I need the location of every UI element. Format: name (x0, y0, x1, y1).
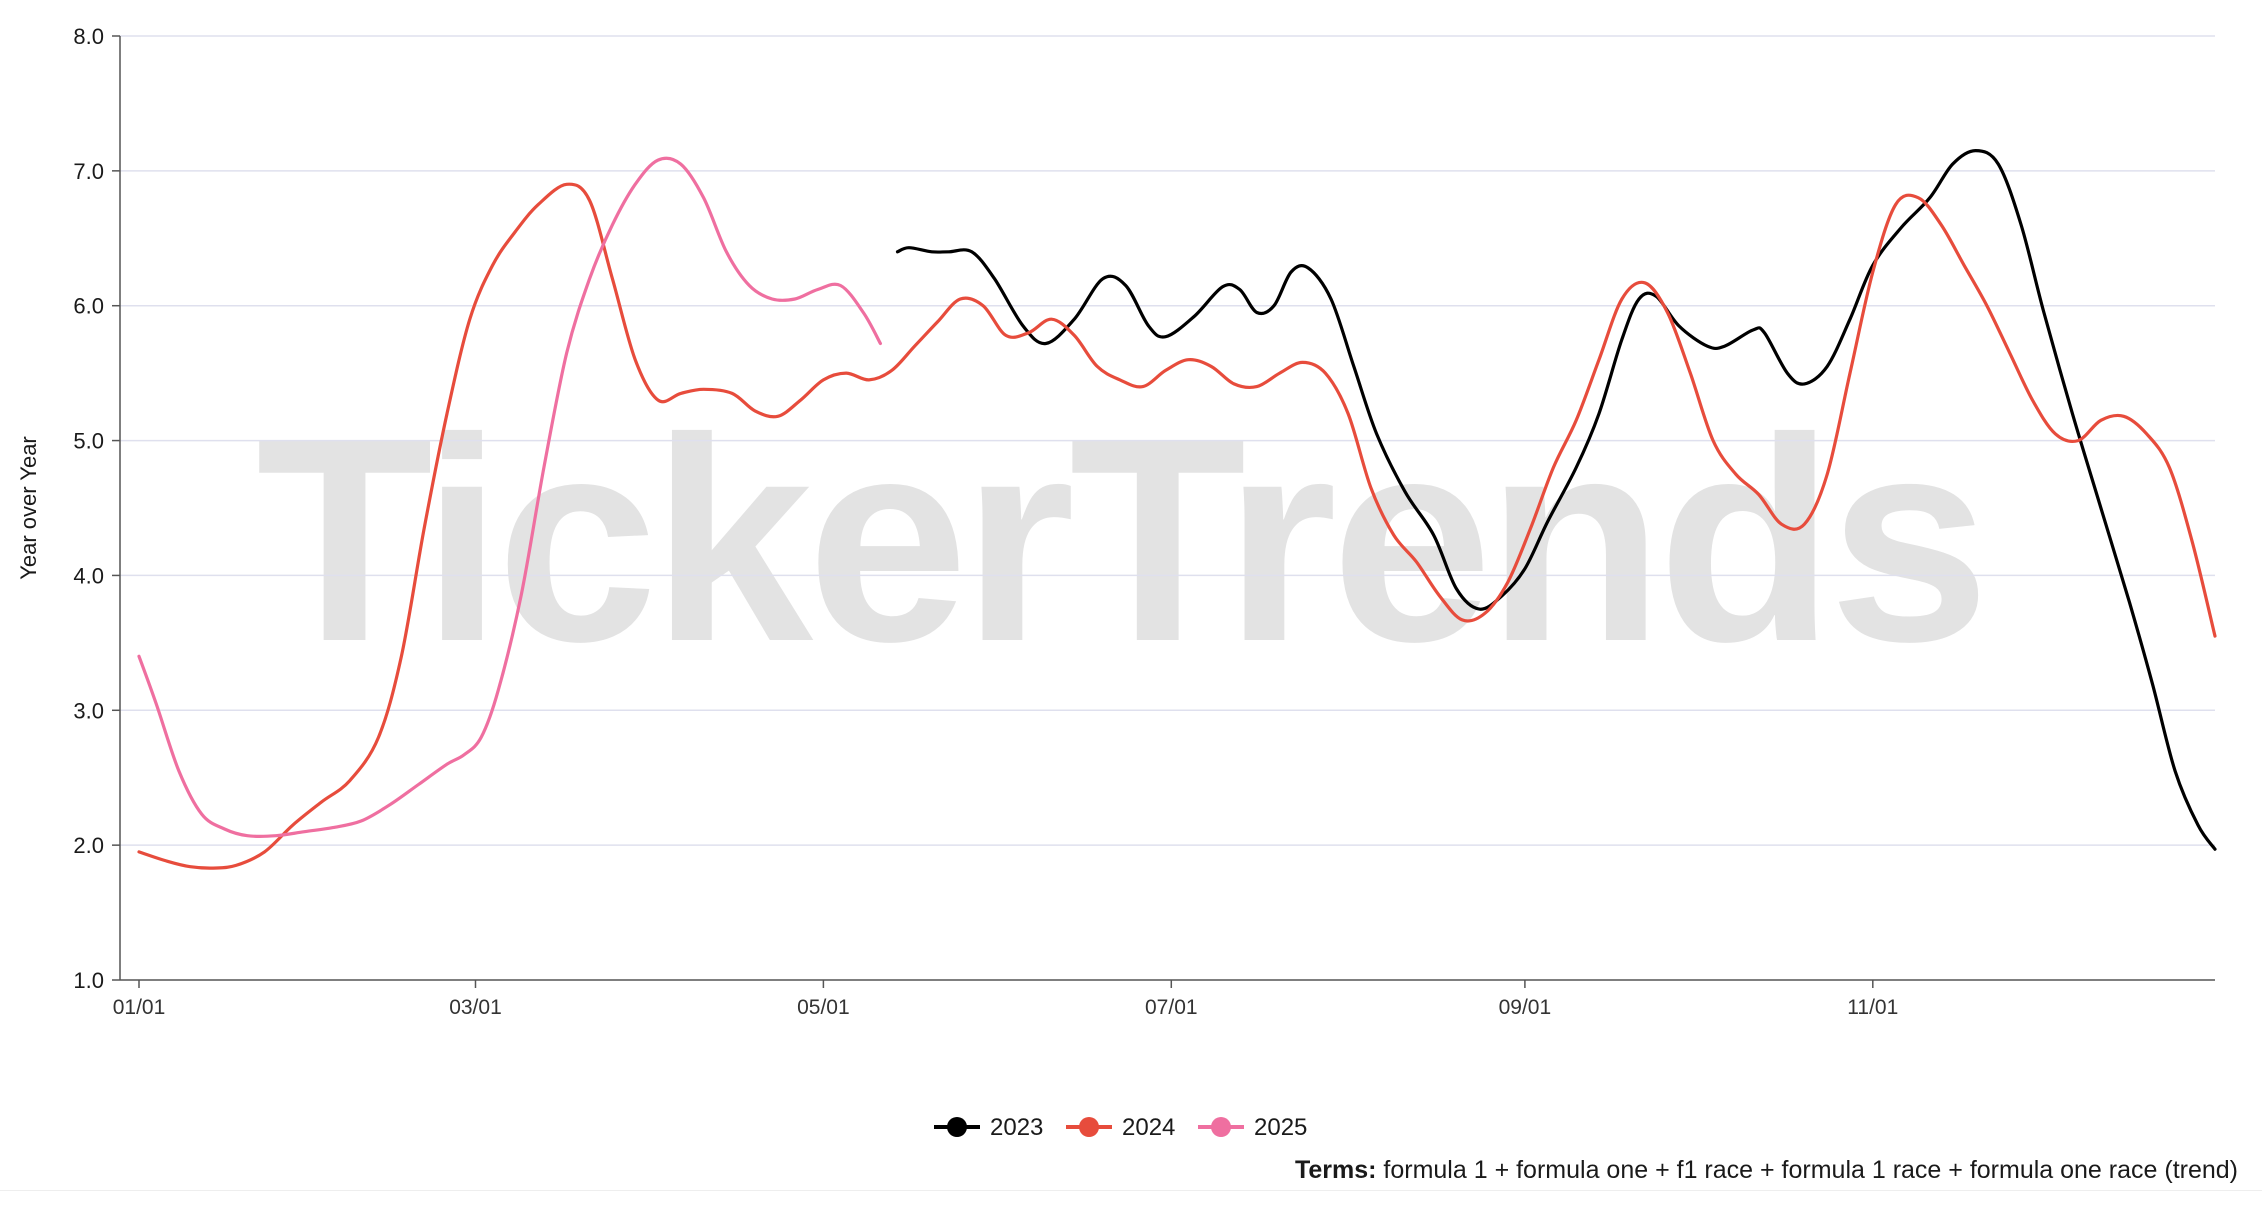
x-tick-label: 11/01 (1847, 996, 1898, 1019)
terms-text: formula 1 + formula one + f1 race + form… (1383, 1156, 2238, 1184)
y-tick-label: 1.0 (73, 968, 104, 993)
legend-label: 2023 (990, 1114, 1043, 1141)
legend-label: 2025 (1254, 1114, 1307, 1141)
series-line-2025 (137, 156, 882, 838)
x-tick-label: 05/01 (797, 996, 850, 1019)
legend-marker (947, 1117, 967, 1137)
y-axis-title: Year over Year (16, 436, 41, 580)
legend-item-2023[interactable]: 2023 (934, 1114, 1043, 1141)
footer-divider (0, 1190, 2262, 1191)
x-tick-label: 07/01 (1145, 996, 1198, 1019)
y-tick-label: 5.0 (73, 429, 104, 454)
y-tick-label: 8.0 (73, 24, 104, 49)
legend-marker (1079, 1117, 1099, 1137)
x-tick-label: 03/01 (449, 996, 502, 1019)
series-line-2024 (137, 182, 2217, 870)
watermark: TickerTrends (256, 378, 1984, 702)
y-tick-label: 7.0 (73, 159, 104, 184)
legend-item-2024[interactable]: 2024 (1066, 1114, 1175, 1141)
y-ticks: 1.0 2.0 3.0 4.0 5.0 6.0 7.0 8.0 (73, 24, 120, 993)
y-tick-label: 2.0 (73, 833, 104, 858)
series-lines (137, 149, 2217, 870)
x-tick-label: 01/01 (113, 996, 166, 1019)
x-tick-label: 09/01 (1499, 996, 1552, 1019)
gridlines (120, 35, 2215, 846)
y-tick-label: 4.0 (73, 563, 104, 588)
legend-item-2025[interactable]: 2025 (1198, 1114, 1307, 1141)
terms-label: Terms: (1294, 1156, 1377, 1184)
y-tick-label: 6.0 (73, 294, 104, 319)
legend-label: 2024 (1122, 1114, 1175, 1141)
x-ticks: 01/01 03/01 05/01 07/01 09/01 11/01 (113, 980, 1898, 1019)
terms-caption: Terms: formula 1 + formula one + f1 race… (1295, 1156, 2238, 1185)
series-line-2023 (895, 149, 2217, 851)
legend-marker (1211, 1117, 1231, 1137)
y-tick-label: 3.0 (73, 698, 104, 723)
legend[interactable]: 2023 2024 2025 (934, 1114, 1307, 1141)
axes (119, 36, 2215, 981)
